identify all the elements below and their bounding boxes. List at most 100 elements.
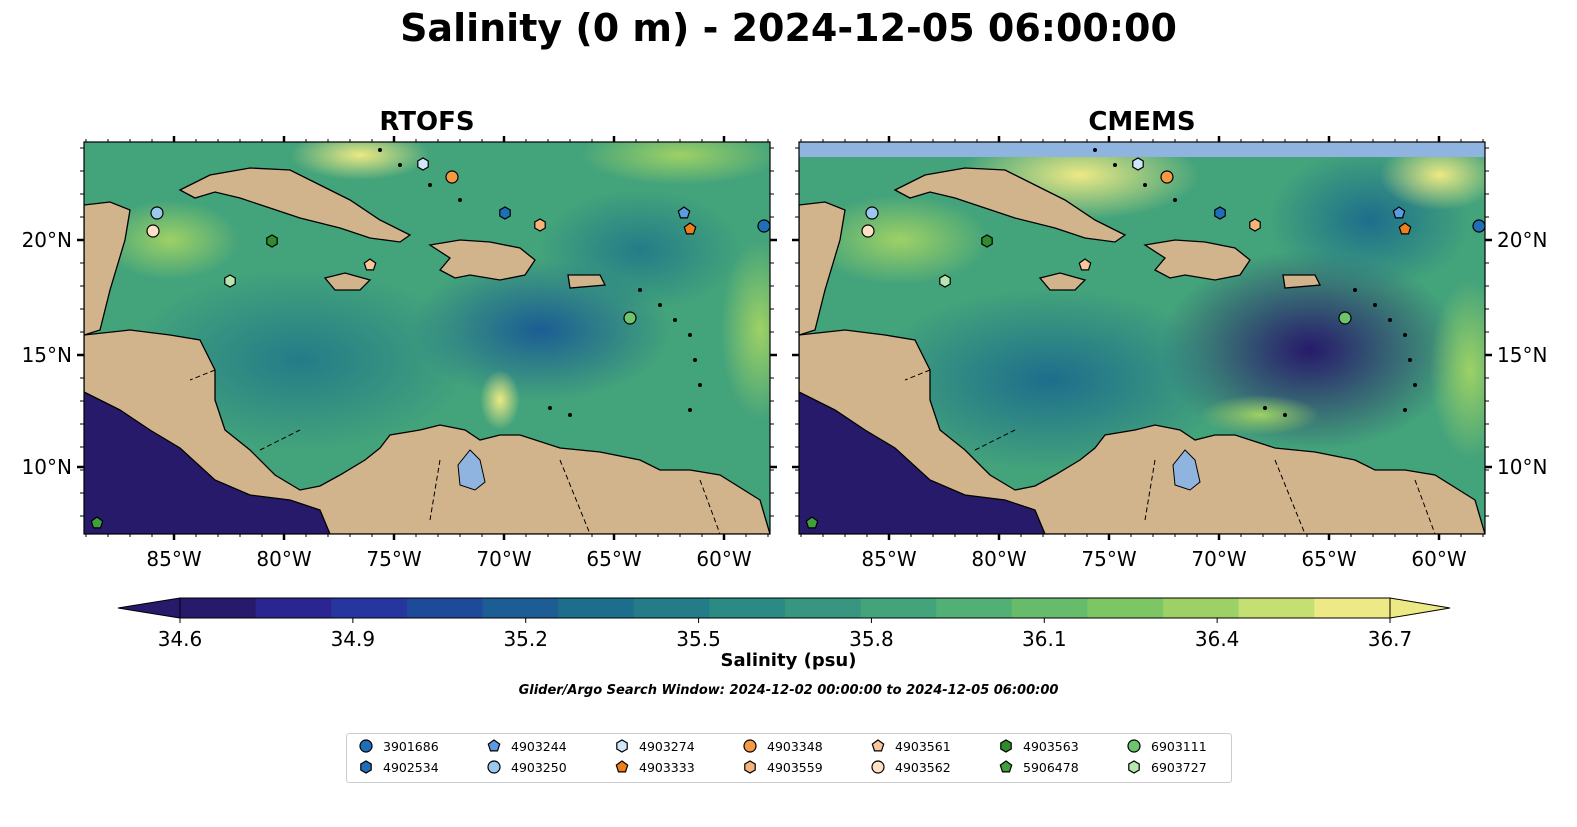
colorbar-extend-low [117, 597, 181, 619]
colorbar-segment [709, 598, 786, 618]
legend-item: 4903563 [997, 737, 1079, 755]
float-legend: 3901686 4902534 4903244 4903250 4903274 49033… [346, 733, 1232, 783]
legend-label: 4903250 [511, 759, 567, 775]
legend-marker [871, 760, 885, 774]
colorbar-tick-label: 34.6 [158, 627, 203, 650]
lon-tick-label: 80°W [256, 547, 311, 571]
legend-label: 4903561 [895, 738, 951, 754]
lon-tick-label: 80°W [971, 547, 1026, 571]
legend-marker [487, 760, 501, 774]
lon-tick-label: 75°W [366, 547, 421, 571]
legend-item: 4903250 [485, 758, 567, 776]
legend-hexagon-icon [1128, 760, 1140, 774]
lon-tick-label: 85°W [861, 547, 916, 571]
float-marker-cmems-4903250 [865, 206, 879, 220]
legend-hexagon-icon [360, 760, 372, 774]
legend-pentagon-icon [999, 760, 1013, 773]
colorbar-segment [860, 598, 937, 618]
legend-item: 4903562 [869, 758, 951, 776]
colorbar-segment [936, 598, 1013, 618]
colorbar-segment [406, 598, 483, 618]
float-marker-rtofs-4903562 [146, 224, 160, 238]
colorbar-segment [1011, 598, 1088, 618]
colorbar-segment [1314, 598, 1391, 618]
legend-hexagon-icon [1000, 739, 1012, 753]
legend-item: 5906478 [997, 758, 1079, 776]
legend-item: 6903111 [1125, 737, 1207, 755]
legend-circle-icon [743, 739, 757, 753]
panel-title-rtofs: RTOFS [379, 107, 475, 137]
legend-item: 4903333 [613, 758, 695, 776]
colorbar: 34.6 34.9 35.2 35.5 35.8 36.1 36.4 36.7 [117, 597, 1451, 650]
float-marker-cmems-4903348 [1160, 170, 1174, 184]
lat-tick-label: 10°N [1497, 455, 1547, 479]
float-marker-cmems-6903111 [1338, 311, 1352, 325]
float-marker-rtofs-4903250 [150, 206, 164, 220]
search-window-note: Glider/Argo Search Window: 2024-12-02 00… [518, 683, 1059, 698]
legend-label: 4903563 [1023, 738, 1079, 754]
legend-circle-icon [871, 760, 885, 774]
lon-tick-label: 70°W [1191, 547, 1246, 571]
legend-marker [1128, 760, 1140, 774]
colorbar-segment [785, 598, 862, 618]
colorbar-tick-label: 35.8 [849, 627, 894, 650]
colorbar-segment [558, 598, 635, 618]
legend-marker [871, 739, 885, 752]
colorbar-label: Salinity (psu) [720, 650, 857, 671]
float-marker-rtofs-4903274 [417, 157, 429, 171]
legend-item: 4903348 [741, 737, 823, 755]
legend-item: 4903561 [869, 737, 951, 755]
colorbar-segment [255, 598, 332, 618]
legend-marker [1000, 739, 1012, 753]
float-marker-rtofs-4903244 [677, 206, 691, 219]
legend-label: 6903111 [1151, 738, 1207, 754]
lon-tick-label: 70°W [476, 547, 531, 571]
legend-marker [359, 739, 373, 753]
float-marker-rtofs-4902534 [499, 206, 511, 220]
colorbar-segment [331, 598, 408, 618]
lon-tick-label: 60°W [696, 547, 751, 571]
lat-tick-label: 10°N [22, 455, 72, 479]
legend-item: 4903274 [613, 737, 695, 755]
colorbar-tick-label: 35.2 [503, 627, 548, 650]
float-marker-rtofs-4903348 [445, 170, 459, 184]
float-marker-rtofs-6903111 [623, 311, 637, 325]
colorbar-segment [482, 598, 559, 618]
lon-tick-label: 60°W [1411, 547, 1466, 571]
legend-marker [616, 739, 628, 753]
legend-marker [487, 739, 501, 752]
lon-tick-label: 65°W [586, 547, 641, 571]
legend-pentagon-icon [871, 739, 885, 752]
lon-tick-label: 85°W [146, 547, 201, 571]
lat-tick-label: 20°N [22, 228, 72, 252]
legend-marker [1127, 739, 1141, 753]
legend-marker [615, 760, 629, 773]
legend-label: 3901686 [383, 738, 439, 754]
legend-item: 4903244 [485, 737, 567, 755]
legend-label: 4903274 [639, 738, 695, 754]
legend-label: 5906478 [1023, 759, 1079, 775]
legend-circle-icon [359, 739, 373, 753]
float-marker-cmems-4903561 [1078, 258, 1092, 271]
lon-tick-label: 65°W [1301, 547, 1356, 571]
legend-item: 4903559 [741, 758, 823, 776]
legend-label: 6903727 [1151, 759, 1207, 775]
colorbar-tick-label: 35.5 [676, 627, 721, 650]
legend-label: 4903333 [639, 759, 695, 775]
legend-label: 4903348 [767, 738, 823, 754]
float-marker-cmems-4903244 [1392, 206, 1406, 219]
legend-circle-icon [1127, 739, 1141, 753]
lat-tick-label: 15°N [22, 343, 72, 367]
float-marker-cmems-4903563 [981, 234, 993, 248]
panel-title-cmems: CMEMS [1088, 107, 1196, 137]
float-marker-cmems-4903562 [861, 224, 875, 238]
float-marker-cmems-4902534 [1214, 206, 1226, 220]
lat-tick-label: 15°N [1497, 343, 1547, 367]
legend-marker [743, 739, 757, 753]
legend-hexagon-icon [744, 760, 756, 774]
legend-marker [744, 760, 756, 774]
colorbar-tick-label: 36.4 [1195, 627, 1240, 650]
legend-item: 6903727 [1125, 758, 1207, 776]
legend-hexagon-icon [616, 739, 628, 753]
colorbar-segment [1087, 598, 1164, 618]
